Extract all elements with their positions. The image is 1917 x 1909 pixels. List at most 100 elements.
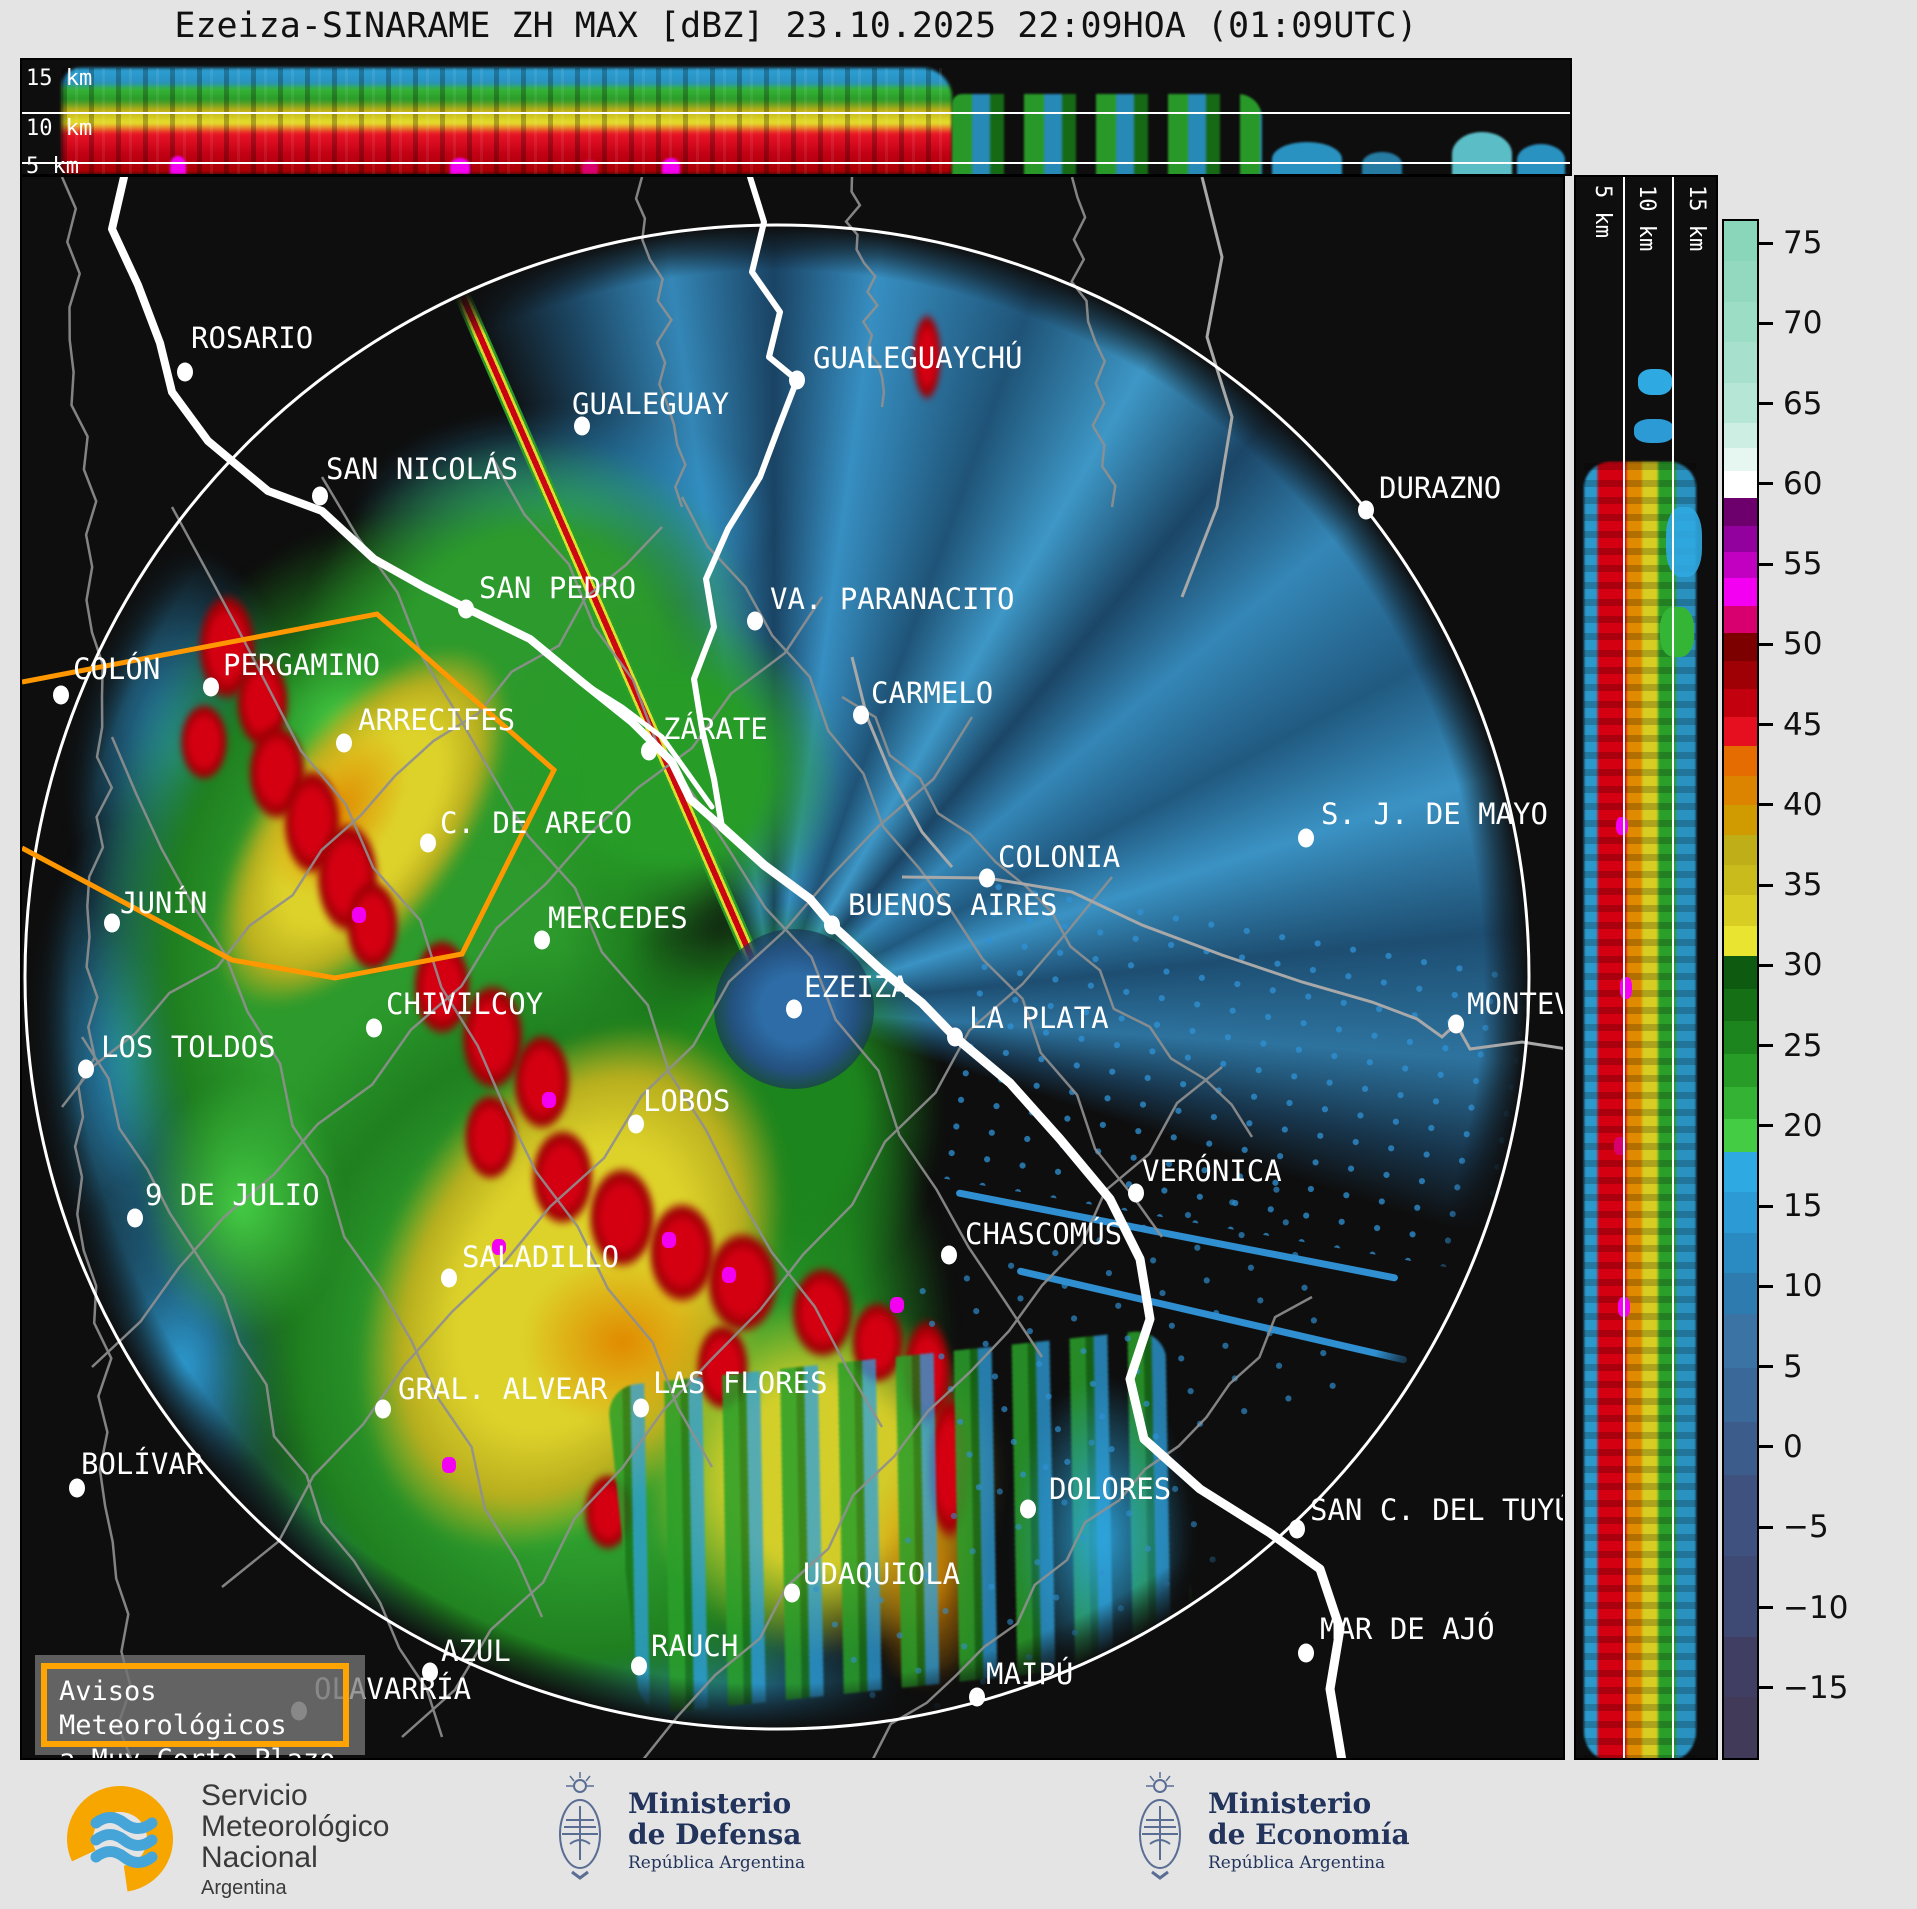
city-label: C. DE ARECO [440,806,633,840]
colorbar-band [1724,1475,1757,1557]
colorbar-tick-mark [1759,1365,1773,1369]
city-label: LOBOS [643,1084,731,1118]
colorbar-band [1724,471,1757,498]
colorbar-band [1724,1556,1757,1637]
colorbar-band [1724,497,1757,526]
city-label: ARRECIFES [358,703,516,737]
city-label: SAN PEDRO [479,571,637,605]
colorbar-band [1724,221,1757,262]
colorbar-tick-mark [1759,482,1773,486]
city-label: RAUCH [651,1629,739,1663]
colorbar-tick-value: 40 [1783,786,1823,823]
colorbar-tick-value: 60 [1783,465,1823,502]
city-dot [969,1687,985,1707]
radar-map: ROSARIO GUALEGUAYCHÚ GUALEGUAY SAN NICOLÁS D… [20,175,1565,1760]
colorbar-band [1724,1232,1757,1274]
admin-boundary [170,506,714,1468]
city-dot [336,733,352,753]
colorbar-band [1724,1192,1757,1233]
economia-wordmark: Ministerio de Economía República Argenti… [1208,1787,1410,1873]
city-label: LAS FLORES [653,1366,828,1400]
colorbar-tick-mark [1759,1686,1773,1690]
city-dot [177,362,193,382]
colorbar-band [1724,688,1757,717]
colorbar-tick-mark [1759,723,1773,727]
city-label: S. J. DE MAYO [1321,797,1548,831]
city-label: VA. PARANACITO [770,582,1015,616]
city-dot [979,868,995,888]
city-label: SALADILLO [462,1240,620,1274]
admin-boundary [221,716,974,1588]
colorbar-tick-value: 45 [1783,706,1823,743]
city-label: MERCEDES [548,901,688,935]
colorbar-band [1724,1021,1757,1055]
city-dot [127,1208,143,1228]
warning-polygon [22,611,558,981]
city-label: UDAQUIOLA [803,1557,961,1591]
smn-logo [67,1786,173,1893]
city-dot [458,599,474,619]
colorbar-tick-value: 5 [1783,1348,1803,1385]
city-label: MAR DE AJÓ [1320,1612,1495,1646]
colorbar-band [1724,261,1757,302]
colorbar-band [1724,865,1757,896]
colorbar-band [1724,805,1757,835]
colorbar-band [1724,1422,1757,1476]
colorbar-band [1724,382,1757,424]
admin-boundary [1070,177,1117,508]
colorbar-band [1724,1697,1757,1759]
colorbar-band [1724,988,1757,1022]
city-dot [1448,1014,1464,1034]
admin-boundary [642,1066,1223,1758]
city-label: PERGAMINO [223,648,381,682]
city-label: MONTEVIDEO [1467,987,1563,1021]
city-label: SAN NICOLÁS [326,452,519,486]
city-dot [784,1583,800,1603]
dbz-colorbar [1722,219,1759,1760]
colorbar-band [1724,342,1757,383]
colorbar-band [1724,552,1757,579]
dbz-colorbar-ticks: 75 70 65 60 55 50 45 40 35 30 25 20 15 10 5 0 −5 −10 −15 [1759,219,1909,1760]
colorbar-tick-mark [1759,1606,1773,1609]
city-dot [420,833,436,853]
city-label: COLONIA [998,840,1121,874]
city-dot [853,705,869,725]
height-label-5km: 5 km [26,154,79,176]
city-dot [1298,1643,1314,1663]
city-dot [574,416,590,436]
colorbar-band [1724,1367,1757,1423]
admin-boundary [61,526,663,1108]
colorbar-band [1724,1119,1757,1152]
height-label-10km: 10 km [26,116,93,141]
defensa-wordmark: Ministerio de Defensa República Argentin… [628,1787,806,1873]
colorbar-tick-mark [1759,803,1773,807]
right-cross-section-panel: 5 km 10 km 15 km [1574,175,1718,1760]
colorbar-band [1724,1636,1757,1698]
colorbar-band [1724,1151,1757,1193]
city-dot [1128,1183,1144,1203]
colorbar-band [1724,1313,1757,1368]
city-dot [1020,1499,1036,1519]
city-dot [947,1027,963,1047]
city-dot [422,1662,438,1682]
city-dot [78,1059,94,1079]
colorbar-tick-value: 35 [1783,867,1823,904]
city-dot [441,1268,457,1288]
city-label: GUALEGUAY [572,387,730,421]
footer: Servicio Meteorológico Nacional Argentin… [0,1762,1917,1909]
warning-legend-box[interactable]: Avisos Meteorológicos a Muy Corto Plazo [41,1663,349,1758]
admin-boundary [634,177,687,508]
city-dot [786,999,802,1019]
city-label: BOLÍVAR [81,1447,204,1481]
colorbar-tick-mark [1759,1124,1773,1128]
colorbar-tick-value: 15 [1783,1188,1823,1225]
colorbar-tick-mark [1759,402,1773,406]
city-label: BUENOS AIRES [848,888,1058,922]
colorbar-band [1724,1054,1757,1087]
city-dot [366,1018,382,1038]
city-label: ROSARIO [191,321,314,355]
colorbar-tick-mark [1759,883,1773,887]
admin-boundary [872,1295,1313,1758]
colorbar-band [1724,301,1757,343]
city-label: SAN C. DEL TUYÚ [1310,1493,1565,1527]
